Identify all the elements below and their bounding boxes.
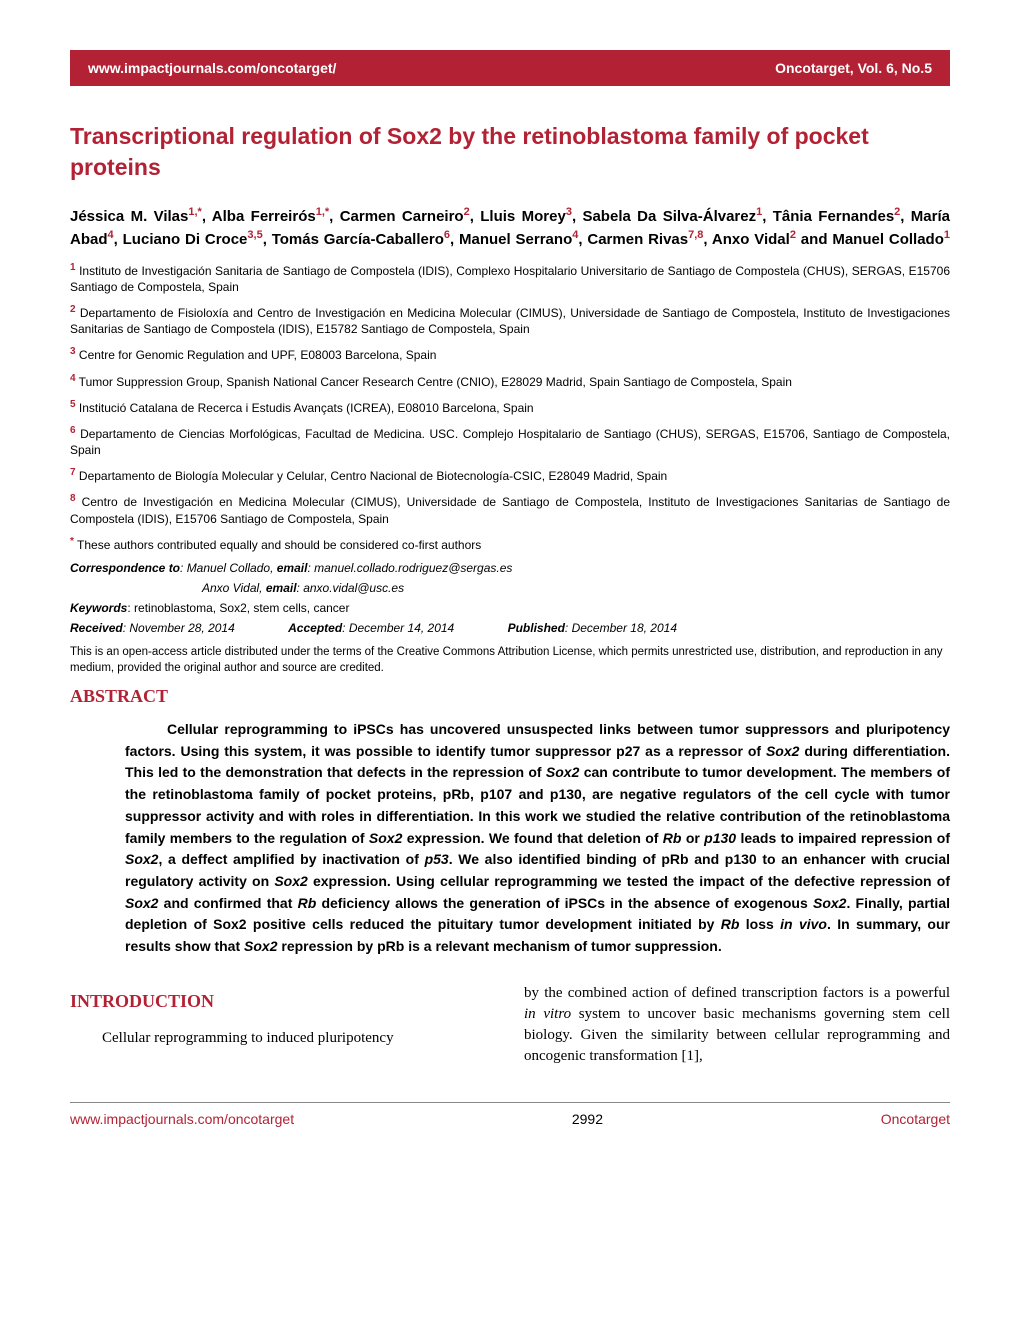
introduction-columns: INTRODUCTION Cellular reprogramming to i… bbox=[70, 983, 950, 1067]
dates: Received: November 28, 2014 Accepted: De… bbox=[70, 621, 950, 635]
author-list: Jéssica M. Vilas1,*, Alba Ferreirós1,*, … bbox=[70, 205, 950, 251]
intro-col2: by the combined action of defined transc… bbox=[524, 983, 950, 1067]
introduction-heading: INTRODUCTION bbox=[70, 989, 496, 1014]
page-footer: www.impactjournals.com/oncotarget 2992 O… bbox=[70, 1102, 950, 1127]
affiliation: 5 Institució Catalana de Recerca i Estud… bbox=[70, 398, 950, 416]
affiliation: 2 Departamento de Fisioloxía and Centro … bbox=[70, 303, 950, 337]
abstract-text: Cellular reprogramming to iPSCs has unco… bbox=[125, 719, 950, 958]
header-url: www.impactjournals.com/oncotarget/ bbox=[88, 60, 336, 76]
header-issue: Oncotarget, Vol. 6, No.5 bbox=[775, 60, 932, 76]
affiliation: 6 Departamento de Ciencias Morfológicas,… bbox=[70, 424, 950, 458]
abstract-heading: ABSTRACT bbox=[70, 686, 950, 707]
keywords: Keywords: retinoblastoma, Sox2, stem cel… bbox=[70, 601, 950, 615]
affiliations: 1 Instituto de Investigación Sanitaria d… bbox=[70, 261, 950, 553]
correspondence-line-1: Correspondence to: Manuel Collado, email… bbox=[70, 561, 950, 575]
article-title: Transcriptional regulation of Sox2 by th… bbox=[70, 121, 950, 183]
affiliation: 7 Departamento de Biología Molecular y C… bbox=[70, 466, 950, 484]
license-notice: This is an open-access article distribut… bbox=[70, 645, 950, 676]
footer-url: www.impactjournals.com/oncotarget bbox=[70, 1111, 294, 1127]
column-left: INTRODUCTION Cellular reprogramming to i… bbox=[70, 983, 496, 1067]
affiliation: * These authors contributed equally and … bbox=[70, 535, 950, 553]
journal-header: www.impactjournals.com/oncotarget/ Oncot… bbox=[70, 50, 950, 86]
column-right: by the combined action of defined transc… bbox=[524, 983, 950, 1067]
affiliation: 8 Centro de Investigación en Medicina Mo… bbox=[70, 492, 950, 526]
affiliation: 1 Instituto de Investigación Sanitaria d… bbox=[70, 261, 950, 295]
affiliation: 3 Centre for Genomic Regulation and UPF,… bbox=[70, 345, 950, 363]
footer-journal: Oncotarget bbox=[881, 1111, 950, 1127]
page-number: 2992 bbox=[572, 1111, 603, 1127]
affiliation: 4 Tumor Suppression Group, Spanish Natio… bbox=[70, 372, 950, 390]
correspondence-line-2: Anxo Vidal, email: anxo.vidal@usc.es bbox=[202, 581, 950, 595]
intro-col1: Cellular reprogramming to induced plurip… bbox=[70, 1028, 496, 1049]
